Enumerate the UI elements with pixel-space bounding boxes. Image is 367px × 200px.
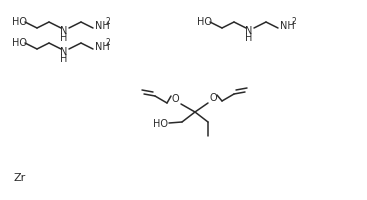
Text: N: N (60, 47, 68, 57)
Text: O: O (209, 93, 217, 103)
Text: H: H (245, 33, 253, 43)
Text: HO: HO (197, 17, 212, 27)
Text: NH: NH (95, 21, 110, 31)
Text: N: N (60, 26, 68, 36)
Text: O: O (171, 94, 179, 104)
Text: HO: HO (12, 38, 27, 48)
Text: 2: 2 (106, 38, 111, 47)
Text: 2: 2 (106, 17, 111, 26)
Text: N: N (245, 26, 253, 36)
Text: NH: NH (95, 42, 110, 52)
Text: 2: 2 (291, 17, 296, 26)
Text: HO: HO (153, 119, 168, 129)
Text: H: H (60, 54, 68, 64)
Text: Zr: Zr (14, 173, 26, 183)
Text: NH: NH (280, 21, 295, 31)
Text: H: H (60, 33, 68, 43)
Text: HO: HO (12, 17, 27, 27)
